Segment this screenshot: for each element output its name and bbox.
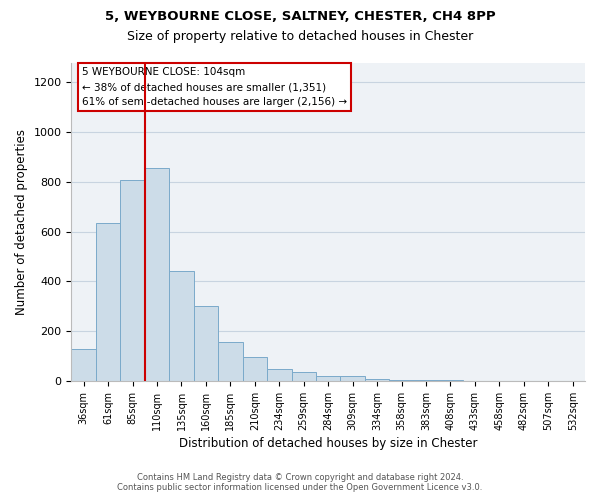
Bar <box>169 270 194 381</box>
Text: Contains HM Land Registry data © Crown copyright and database right 2024.
Contai: Contains HM Land Registry data © Crown c… <box>118 473 482 492</box>
Bar <box>218 342 242 381</box>
Bar <box>267 369 292 381</box>
Text: 5 WEYBOURNE CLOSE: 104sqm
← 38% of detached houses are smaller (1,351)
61% of se: 5 WEYBOURNE CLOSE: 104sqm ← 38% of detac… <box>82 68 347 107</box>
Bar <box>96 223 121 381</box>
Bar <box>194 306 218 381</box>
Text: 5, WEYBOURNE CLOSE, SALTNEY, CHESTER, CH4 8PP: 5, WEYBOURNE CLOSE, SALTNEY, CHESTER, CH… <box>104 10 496 23</box>
Bar <box>121 180 145 381</box>
Y-axis label: Number of detached properties: Number of detached properties <box>15 128 28 314</box>
Bar <box>292 372 316 381</box>
Text: Size of property relative to detached houses in Chester: Size of property relative to detached ho… <box>127 30 473 43</box>
Bar <box>316 376 340 381</box>
Bar <box>365 379 389 381</box>
Bar <box>242 358 267 381</box>
Bar <box>389 380 414 381</box>
Bar <box>145 168 169 381</box>
X-axis label: Distribution of detached houses by size in Chester: Distribution of detached houses by size … <box>179 437 478 450</box>
Bar <box>414 380 438 381</box>
Bar <box>71 348 96 381</box>
Bar <box>340 376 365 381</box>
